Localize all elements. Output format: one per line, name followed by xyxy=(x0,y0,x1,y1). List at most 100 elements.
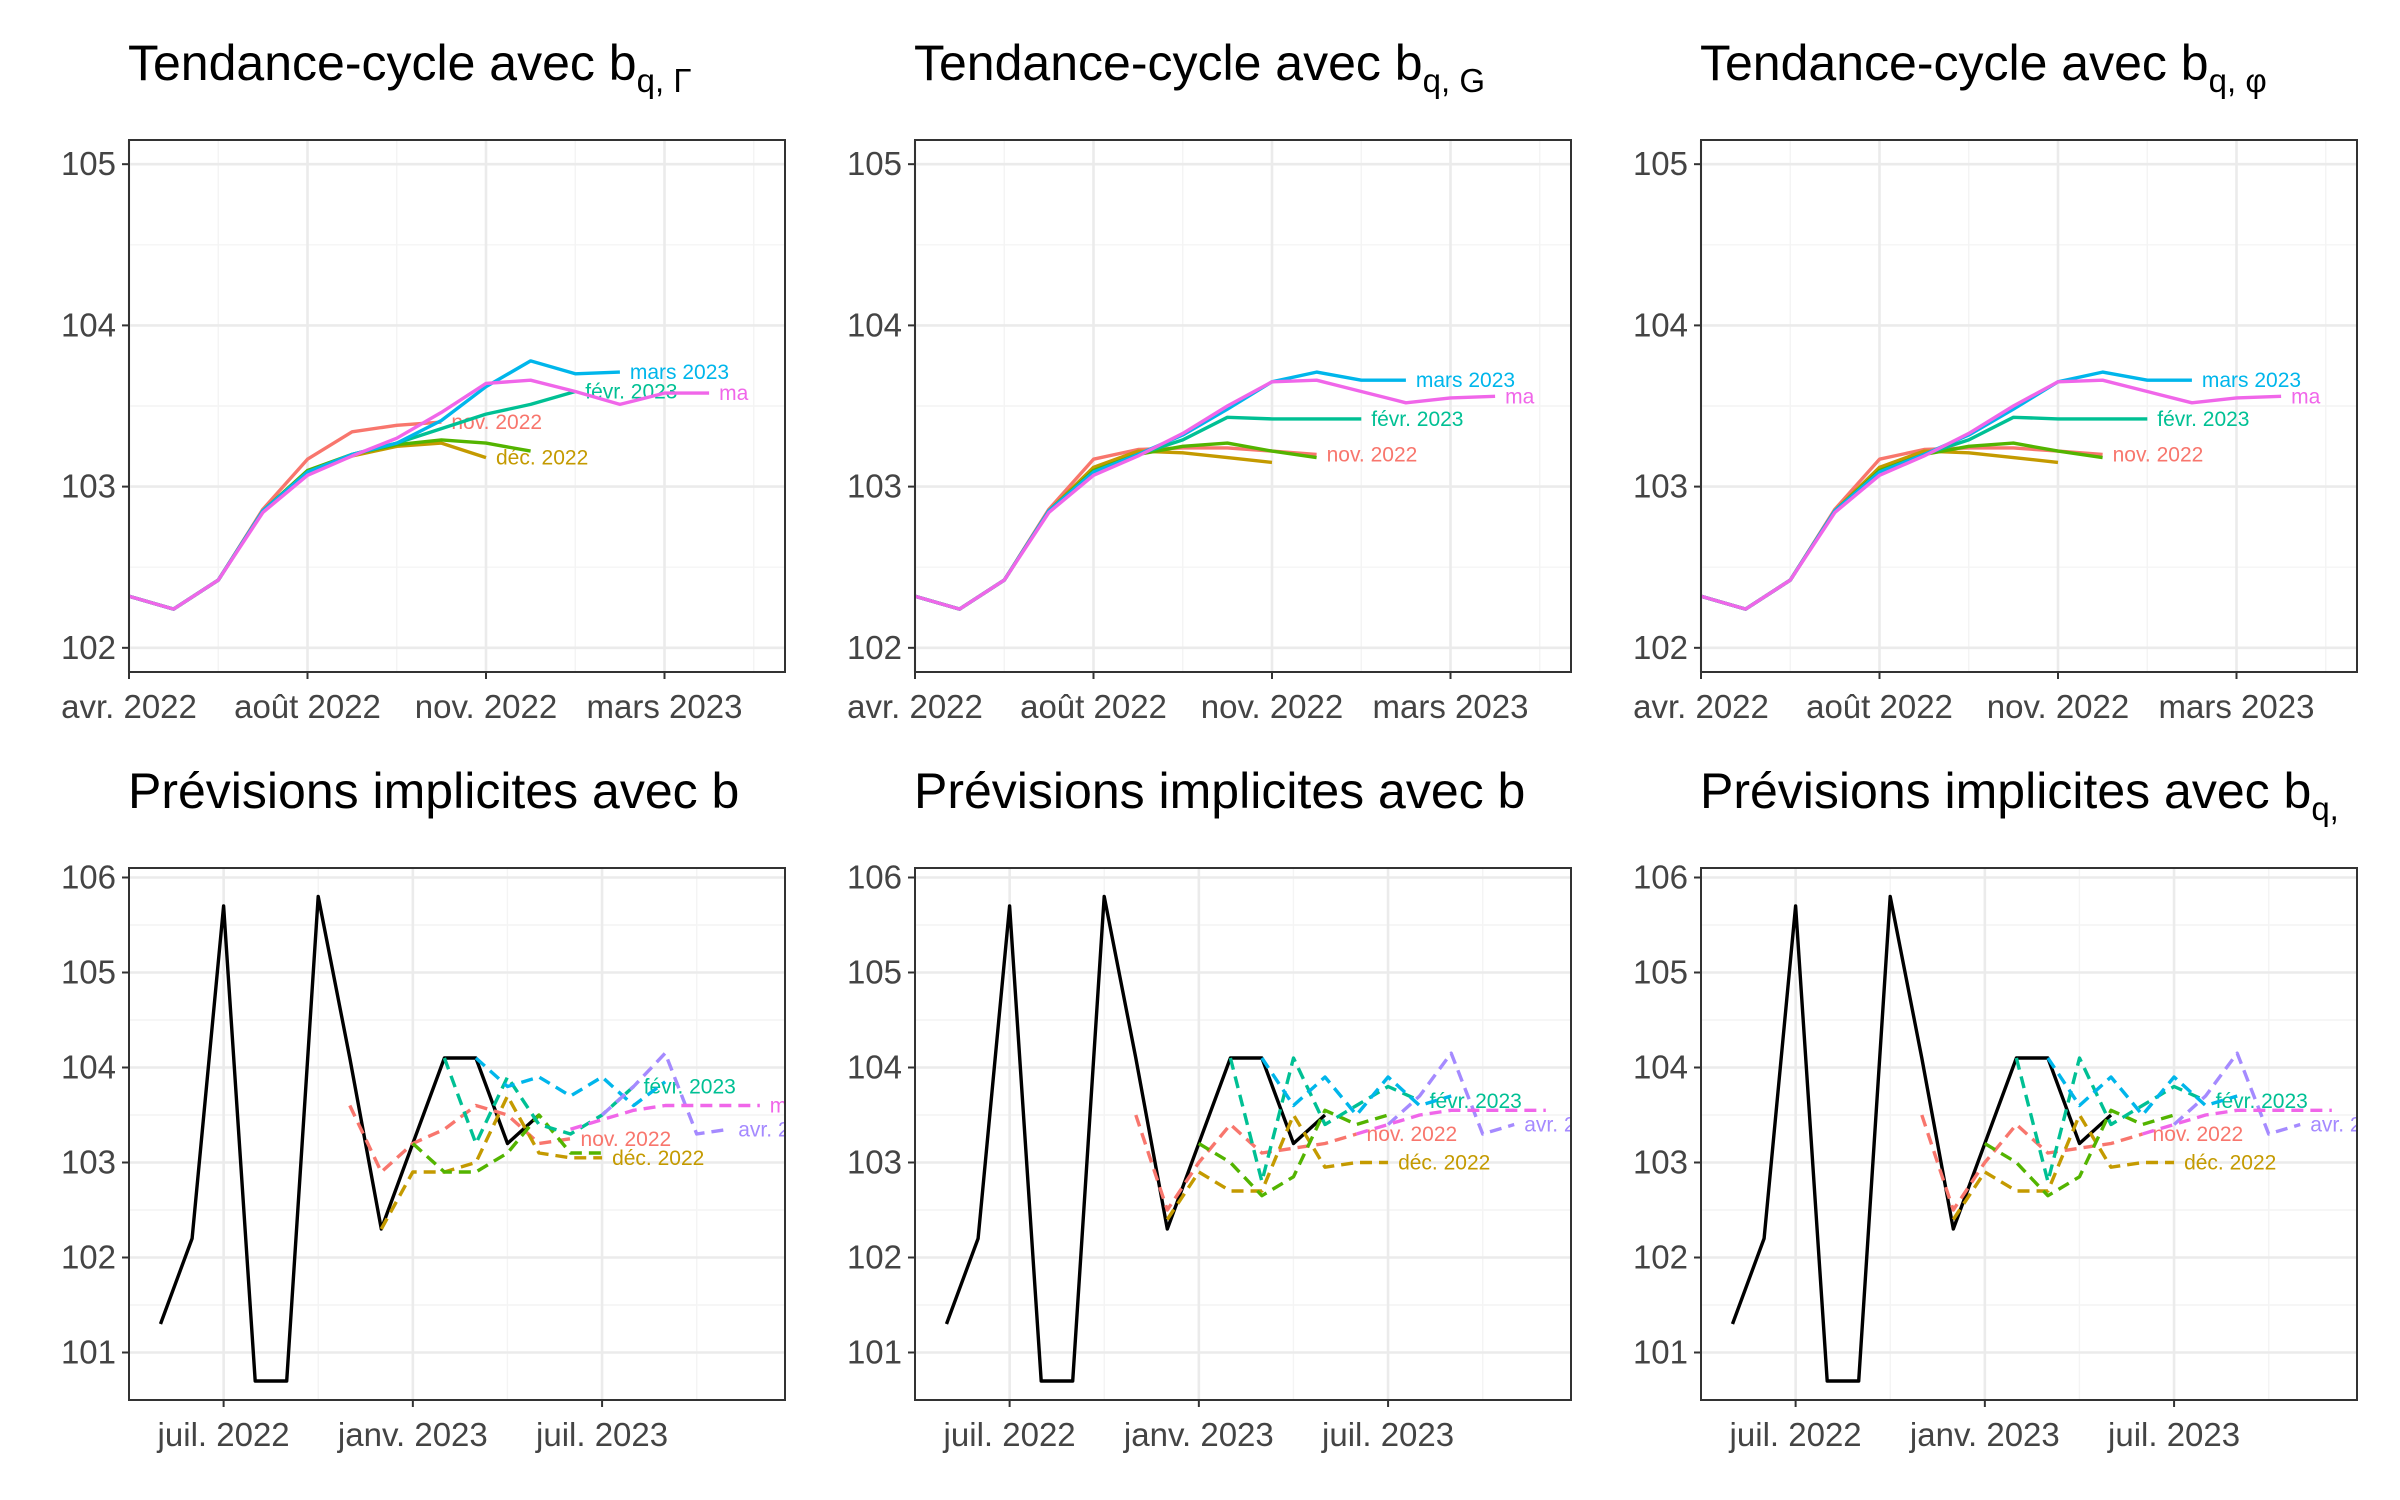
y-tick-label: 101 xyxy=(847,1334,902,1371)
series-line-actual xyxy=(158,894,541,1383)
series-label: ma xyxy=(1505,385,1534,408)
x-tick-label: juil. 2022 xyxy=(157,1416,290,1453)
chart-title: Tendance-cycle avec bq, G xyxy=(914,34,1564,100)
series-line-mai_2023 xyxy=(570,1103,760,1131)
series-line-nov_2022 xyxy=(1920,1114,2143,1212)
y-tick-label: 101 xyxy=(61,1334,116,1371)
chart-title: Prévisions implicites avec b xyxy=(128,762,808,828)
y-tick-label: 104 xyxy=(847,1049,902,1086)
series-line-fevr_2023 xyxy=(1228,1056,1421,1184)
series-line-dec_2022 xyxy=(1165,1113,1389,1221)
x-tick-label: juil. 2023 xyxy=(2107,1416,2240,1453)
series-line-actual xyxy=(1730,894,2113,1383)
y-tick-label: 102 xyxy=(1633,1239,1688,1276)
series-label: déc. 2022 xyxy=(2184,1152,2276,1175)
series-line-dec_2022 xyxy=(1951,1113,2175,1221)
x-tick-label: mars 2023 xyxy=(1373,688,1529,725)
y-tick-label: 105 xyxy=(847,954,902,991)
y-tick-label: 102 xyxy=(847,629,902,666)
series-line-actual xyxy=(944,894,1327,1383)
y-tick-label: 102 xyxy=(847,1239,902,1276)
x-tick-label: nov. 2022 xyxy=(1201,688,1344,725)
series-line-mars_2023 xyxy=(915,370,1406,611)
series-line-fevr_2023 xyxy=(2014,1056,2207,1184)
x-tick-label: janv. 2023 xyxy=(1909,1416,2060,1453)
chart-title-main: Prévisions implicites avec b xyxy=(1700,763,2312,819)
x-tick-label: août 2022 xyxy=(234,688,381,725)
x-tick-label: avr. 2022 xyxy=(1633,688,1769,725)
series-label: févr. 2023 xyxy=(644,1076,736,1099)
plot-frame xyxy=(914,139,1572,673)
plot-frame xyxy=(914,867,1572,1401)
y-tick-label: 106 xyxy=(61,859,116,896)
plot-frame xyxy=(128,867,786,1401)
y-tick-label: 104 xyxy=(61,1049,116,1086)
y-tick-label: 104 xyxy=(1633,1049,1688,1086)
y-tick-label: 104 xyxy=(1633,306,1688,343)
y-tick-label: 102 xyxy=(1633,629,1688,666)
chart-title-subscript: q, φ xyxy=(2208,62,2267,99)
series-line-mai_2023 xyxy=(129,378,710,611)
series-line-avr_2023 xyxy=(1386,1051,1515,1136)
y-tick-label: 103 xyxy=(1633,468,1688,505)
x-tick-label: avr. 2022 xyxy=(847,688,983,725)
y-tick-label: 103 xyxy=(61,1144,116,1181)
chart-title-main: Tendance-cycle avec b xyxy=(914,35,1423,91)
series-label: nov. 2022 xyxy=(2153,1123,2244,1146)
y-tick-label: 105 xyxy=(847,145,902,182)
series-label: mars 2023 xyxy=(630,361,729,384)
y-tick-label: 102 xyxy=(61,1239,116,1276)
chart-title-subscript: q, xyxy=(2311,790,2339,827)
x-tick-label: juil. 2022 xyxy=(1729,1416,1862,1453)
x-tick-label: août 2022 xyxy=(1020,688,1167,725)
y-tick-label: 103 xyxy=(847,1144,902,1181)
series-label: févr. 2023 xyxy=(585,380,677,403)
series-line-mars_2023 xyxy=(1260,1057,1452,1117)
chart-title-subscript: q, Γ xyxy=(636,62,692,99)
x-tick-label: janv. 2023 xyxy=(1123,1416,1274,1453)
plot-frame xyxy=(1700,139,2358,673)
series-label: févr. 2023 xyxy=(1371,408,1463,431)
series-line-janv_2023 xyxy=(411,1113,603,1174)
series-line-avr_2023 xyxy=(600,1051,729,1136)
series-label: nov. 2022 xyxy=(1327,443,1418,466)
x-tick-label: nov. 2022 xyxy=(415,688,558,725)
series-line-mai_2023 xyxy=(1701,378,2282,611)
series-label: avr. 20 xyxy=(2310,1114,2373,1137)
series-line-mars_2023 xyxy=(474,1056,667,1108)
x-tick-label: août 2022 xyxy=(1806,688,1953,725)
series-label: avr. 20 xyxy=(738,1118,801,1141)
series-label: nov. 2022 xyxy=(581,1128,672,1151)
series-line-mars_2023 xyxy=(2046,1057,2238,1117)
series-line-nov_2022 xyxy=(348,1103,571,1174)
series-line-nov_2022 xyxy=(1701,446,2103,611)
chart-title: Tendance-cycle avec bq, φ xyxy=(1700,34,2380,100)
series-line-fevr_2023 xyxy=(915,415,1362,611)
chart-title-main: Prévisions implicites avec b xyxy=(128,763,740,819)
chart-title-main: Tendance-cycle avec b xyxy=(1700,35,2209,91)
y-tick-label: 105 xyxy=(61,954,116,991)
chart-title: Tendance-cycle avec bq, Γ xyxy=(128,34,778,100)
series-label: ma xyxy=(719,382,748,405)
y-tick-label: 106 xyxy=(847,859,902,896)
series-label: déc. 2022 xyxy=(496,447,588,470)
series-line-nov_2022 xyxy=(129,420,442,611)
series-line-fevr_2023 xyxy=(1701,415,2148,611)
y-tick-label: 101 xyxy=(1633,1334,1688,1371)
plot-frame xyxy=(128,139,786,673)
series-label: avr. 20 xyxy=(1524,1114,1587,1137)
series-label: févr. 2023 xyxy=(2157,408,2249,431)
y-tick-label: 102 xyxy=(61,629,116,666)
y-tick-label: 105 xyxy=(61,145,116,182)
